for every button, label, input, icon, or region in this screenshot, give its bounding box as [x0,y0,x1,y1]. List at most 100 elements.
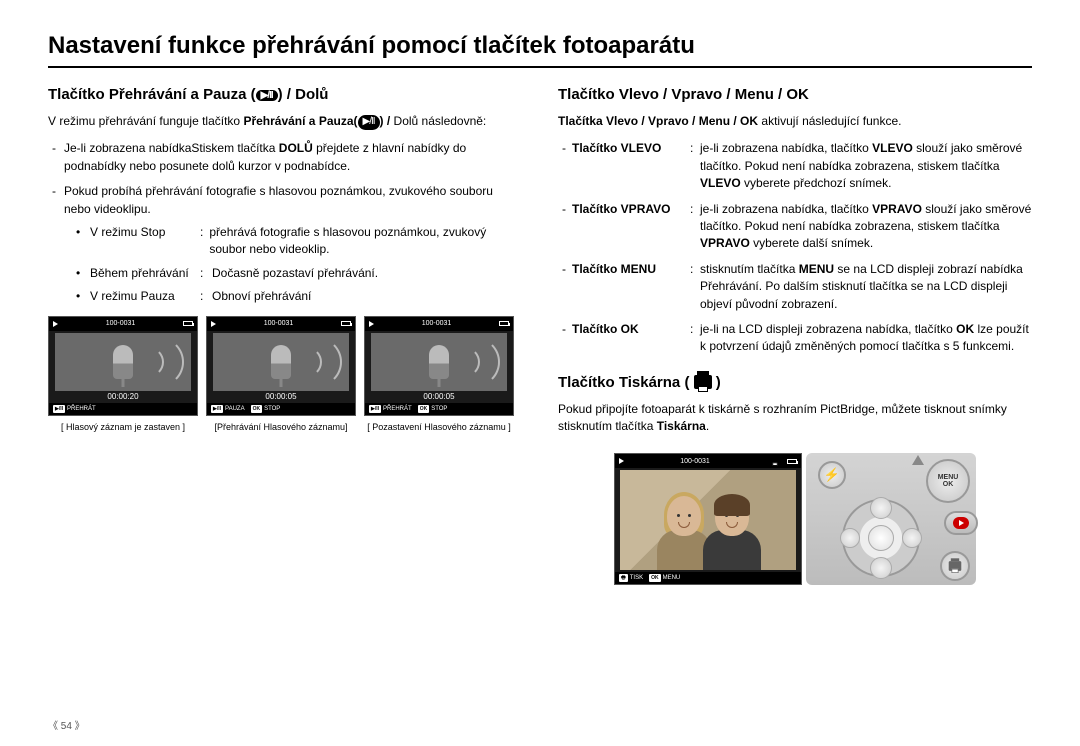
list-item: Je-li zobrazena nabídkaStiskem tlačítka … [48,140,522,175]
dash: - [558,261,572,313]
audio-visual [371,333,507,391]
lcd-footer: 🖶TISKOKMENU [615,572,801,584]
flash-button[interactable]: ⚡ [818,461,846,489]
camera-back-panel: ⚡ MENU OK [806,453,976,585]
mode-desc: přehrává fotografie s hlasovou poznámkou… [209,224,522,259]
lrmo-heading: Tlačítko Vlevo / Vpravo / Menu / OK [558,86,1032,103]
right-button[interactable] [902,528,922,548]
intro-text: V režimu přehrávání funguje tlačítko Pře… [48,113,522,130]
page-number: 54 [48,717,85,732]
control-icon: ▶/II [53,405,65,413]
screenshot-caption: [ Hlasový záznam je zastaven ] [48,422,198,434]
battery-icon [499,321,509,326]
two-column-layout: Tlačítko Přehrávání a Pauza ( ▶/II ) / Dol… [48,86,1032,585]
ok-button[interactable] [868,525,894,551]
text: Pokud probíhá přehrávání fotografie s hl… [64,184,493,215]
text-bold: OK [956,322,974,336]
text-bold: DOLŮ [279,141,313,155]
lcd-screen: 100-0031 00:00:20 ▶/IIPŘEHRÁT [48,316,198,416]
list-item: Během přehrávání : Dočasně pozastaví pře… [74,265,522,282]
lcd-screenshots-row: 100-0031 00:00:20 ▶/IIPŘEHRÁT [ Hlasový … [48,316,522,434]
file-number: 100-0031 [680,458,710,465]
text: . [706,419,709,433]
definition-row: - Tlačítko VLEVO : je-li zobrazena nabíd… [558,140,1032,192]
sep: : [690,321,700,356]
print-button[interactable] [940,551,970,581]
menu-ok-button[interactable]: MENU OK [926,459,970,503]
footer-action: ▶/IIPŘEHRÁT [369,405,412,413]
control-icon: ▶/II [211,405,223,413]
text: aktivují následující funkce. [758,114,901,128]
button-label: MENU OK [938,474,959,489]
battery-icon [183,321,193,326]
text-bold: VPRAVO [700,236,750,250]
heading-text: ) [716,374,721,391]
lcd-screen: 100-0031 00:00:05 ▶/IIPAUZAOKSTOP [206,316,356,416]
photo-content [620,470,796,570]
text: stisknutím tlačítka [700,262,799,276]
lcd-header: 100-0031 [49,317,197,331]
sep: : [690,140,700,192]
control-icon: OK [649,574,661,582]
text-bold: VLEVO [872,141,913,155]
printer-heading: Tlačítko Tiskárna ( ) [558,374,1032,391]
sep: : [200,265,212,282]
heading-text: Tlačítko Přehrávání a Pauza ( [48,86,256,103]
left-column: Tlačítko Přehrávání a Pauza ( ▶/II ) / Dol… [48,86,522,585]
button-name: Tlačítko VPRAVO [572,201,690,253]
control-icon: OK [418,405,430,413]
text-bold: VPRAVO [872,202,922,216]
intro-text: Tlačítka Vlevo / Vpravo / Menu / OK akti… [558,113,1032,130]
left-button[interactable] [840,528,860,548]
lcd-screen: 100-0031 00:00:05 ▶/IIPŘEHRÁTOKSTOP [364,316,514,416]
file-number: 100-0031 [264,320,294,327]
lcd-photo-preview: 100-0031 🖶TISKOKMENU [614,453,802,585]
microphone-icon [271,345,291,379]
dash: - [558,140,572,192]
text-bold: MENU [799,262,834,276]
text: Je-li zobrazena nabídkaStiskem tlačítka [64,141,279,155]
right-column: Tlačítko Vlevo / Vpravo / Menu / OK Tlač… [558,86,1032,585]
lcd-header: 100-0031 [615,454,801,468]
play-pause-icon: ▶/II [358,115,380,130]
text-bold: VLEVO [700,176,741,190]
mode-desc: Dočasně pozastaví přehrávání. [212,265,378,282]
action-label: TISK [630,575,643,581]
microphone-icon [429,345,449,379]
play-pause-button[interactable] [944,511,978,535]
list-item: Pokud probíhá přehrávání fotografie s hl… [48,183,522,305]
text-bold: ) / [380,114,391,128]
person-male [702,490,762,570]
list-item: V režimu Pauza : Obnoví přehrávání [74,288,522,305]
text: je-li na LCD displeji zobrazena nabídka,… [700,322,956,336]
timer: 00:00:05 [365,392,513,401]
list-item: V režimu Stop : přehrává fotografie s hl… [74,224,522,259]
dash: - [558,321,572,356]
footer-action: ▶/IIPAUZA [211,405,245,413]
audio-visual [55,333,191,391]
nav-dial[interactable] [842,499,920,577]
button-desc: je-li zobrazena nabídka, tlačítko VPRAVO… [700,201,1032,253]
battery-icon [787,459,797,464]
text: V režimu přehrávání funguje tlačítko [48,114,243,128]
lcd-screenshot: 100-0031 00:00:20 ▶/IIPŘEHRÁT [ Hlasový … [48,316,198,434]
mode-label: Během přehrávání [90,265,200,282]
lcd-header: 100-0031 [207,317,355,331]
bullet-list: V režimu Stop : přehrává fotografie s hl… [74,224,522,306]
button-desc: je-li zobrazena nabídka, tlačítko VLEVO … [700,140,1032,192]
file-number: 100-0031 [422,320,452,327]
control-icon: 🖶 [619,574,628,582]
play-icon [211,321,216,327]
text-bold: Přehrávání a Pauza( [243,114,357,128]
screenshot-caption: [ Pozastavení Hlasového záznamu ] [364,422,514,434]
button-desc: stisknutím tlačítka MENU se na LCD displ… [700,261,1032,313]
battery-icon [341,321,351,326]
lcd-screenshot: 100-0031 00:00:05 ▶/IIPAUZAOKSTOP [Přehr… [206,316,356,434]
printer-text: Pokud připojíte fotoaparát k tiskárně s … [558,401,1032,436]
text: vyberete předchozí snímek. [741,176,892,190]
definition-list: - Tlačítko VLEVO : je-li zobrazena nabíd… [558,140,1032,355]
definition-row: - Tlačítko OK : je-li na LCD displeji zo… [558,321,1032,356]
heading-text: ) / Dolů [278,86,329,103]
dash: - [558,201,572,253]
lcd-footer: ▶/IIPAUZAOKSTOP [207,403,355,415]
